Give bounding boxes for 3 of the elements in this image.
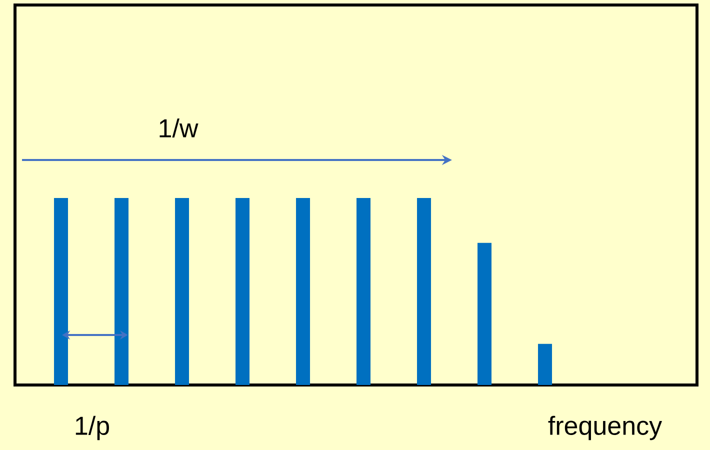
x-axis-title: frequency — [548, 416, 662, 440]
text: 1/w — [160, 118, 198, 138]
text: 1/p — [76, 416, 109, 440]
